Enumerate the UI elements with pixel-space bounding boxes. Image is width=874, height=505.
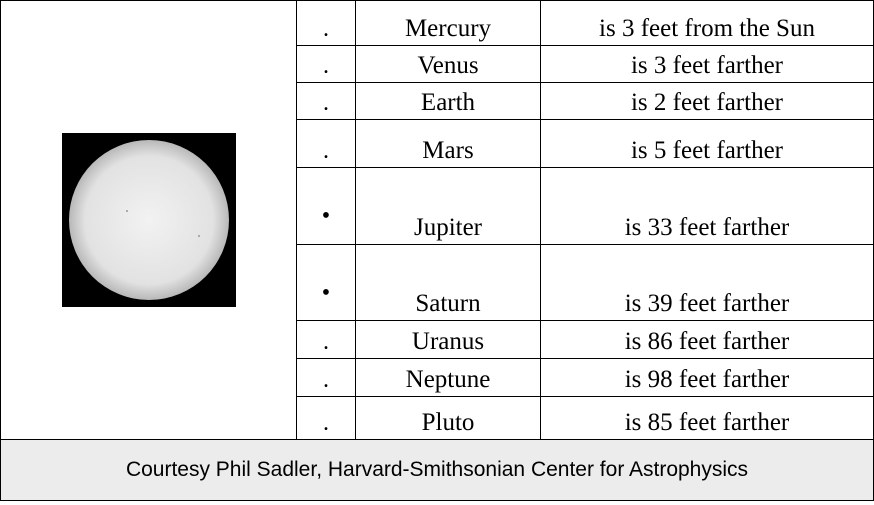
marker: . — [297, 397, 356, 440]
planet-name: Saturn — [356, 245, 541, 321]
planet-name: Mercury — [356, 1, 541, 46]
marker: . — [297, 1, 356, 46]
marker: . — [297, 83, 356, 120]
planet-name: Earth — [356, 83, 541, 120]
marker: • — [297, 245, 356, 321]
credit: Courtesy Phil Sadler, Harvard-Smithsonia… — [1, 440, 874, 501]
planet-name: Venus — [356, 46, 541, 83]
image-cell — [1, 1, 297, 440]
planet-distance: is 3 feet from the Sun — [541, 1, 874, 46]
planet-distance: is 39 feet farther — [541, 245, 874, 321]
planet-table: .Mercuryis 3 feet from the Sun.Venusis 3… — [0, 0, 874, 501]
planet-distance: is 33 feet farther — [541, 168, 874, 245]
planet-distance: is 86 feet farther — [541, 321, 874, 359]
marker: . — [297, 120, 356, 168]
planet-distance: is 98 feet farther — [541, 359, 874, 397]
planet-distance: is 2 feet farther — [541, 83, 874, 120]
page: {"rows": [ {"marker": ".", "planet": "Me… — [0, 0, 874, 505]
planet-distance: is 85 feet farther — [541, 397, 874, 440]
planet-distance: is 5 feet farther — [541, 120, 874, 168]
planet-name: Neptune — [356, 359, 541, 397]
planet-name: Jupiter — [356, 168, 541, 245]
marker: . — [297, 321, 356, 359]
footer-row: Courtesy Phil Sadler, Harvard-Smithsonia… — [1, 440, 874, 501]
planet-name: Pluto — [356, 397, 541, 440]
marker: • — [297, 168, 356, 245]
planet-distance: is 3 feet farther — [541, 46, 874, 83]
sun-image — [62, 133, 236, 307]
planet-name: Uranus — [356, 321, 541, 359]
marker: . — [297, 46, 356, 83]
planet-name: Mars — [356, 120, 541, 168]
marker: . — [297, 359, 356, 397]
